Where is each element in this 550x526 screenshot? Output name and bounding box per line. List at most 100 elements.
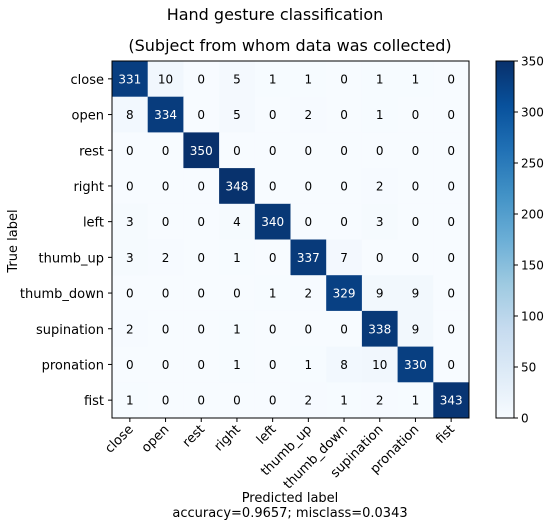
colorbar-tick-label: 200 <box>521 208 544 222</box>
heatmap-cell <box>326 346 363 383</box>
heatmap-cell-labels: 331 10 0 5 1 1 0 1 1 08 334 0 5 0 2 0 1 0 00 0 350 0 0 0 0 0 0 00 0 0… <box>118 72 462 407</box>
heatmap-cell <box>290 310 327 348</box>
heatmap-cell <box>361 168 399 205</box>
heatmap-cell <box>433 310 470 348</box>
cell-value-label: 0 <box>162 144 170 158</box>
heatmap-cell <box>433 203 470 240</box>
cell-value-label: 2 <box>305 287 313 301</box>
y-tick-label: left <box>83 216 104 231</box>
cell-value-label: 1 <box>269 72 277 86</box>
heatmap-cell <box>433 168 470 205</box>
cell-value-label: 0 <box>447 108 455 122</box>
cell-value-label: 2 <box>376 394 384 408</box>
y-tick-label: pronation <box>42 358 104 373</box>
heatmap-cell <box>219 382 256 419</box>
cell-value-label: 0 <box>197 108 205 122</box>
cell-value-label: 0 <box>197 215 205 229</box>
heatmap-cell <box>433 96 470 133</box>
cell-value-label: 1 <box>305 72 313 86</box>
x-tick-label: open <box>139 422 173 456</box>
colorbar-tick-label: 100 <box>521 310 544 324</box>
cell-value-label: 338 <box>368 322 391 336</box>
heatmap-cell <box>254 239 291 276</box>
heatmap-cell <box>254 275 291 312</box>
cell-value-label: 0 <box>162 394 170 408</box>
cell-value-label: 0 <box>197 179 205 193</box>
heatmap-cell <box>112 310 149 348</box>
cell-value-label: 0 <box>305 322 313 336</box>
heatmap-cell <box>397 382 434 419</box>
heatmap-cell <box>254 203 291 240</box>
colorbar-tick-label: 350 <box>521 55 544 69</box>
cell-value-label: 2 <box>305 394 313 408</box>
heatmap-cell <box>147 203 184 240</box>
heatmap-cell <box>183 310 220 348</box>
cell-value-label: 0 <box>376 144 384 158</box>
accuracy-note: accuracy=0.9657; misclass=0.0343 <box>172 506 407 521</box>
heatmap-cell <box>219 239 256 276</box>
cell-value-label: 0 <box>197 287 205 301</box>
cell-value-label: 0 <box>162 215 170 229</box>
cell-value-label: 1 <box>412 72 420 86</box>
cell-value-label: 0 <box>412 251 420 265</box>
cell-value-label: 0 <box>447 144 455 158</box>
cell-value-label: 0 <box>197 358 205 372</box>
cell-value-label: 9 <box>412 287 420 301</box>
heatmap-cell <box>112 168 149 205</box>
cell-value-label: 348 <box>225 179 248 193</box>
cell-value-label: 0 <box>269 144 277 158</box>
cell-value-label: 1 <box>269 287 277 301</box>
heatmap-cell <box>147 96 184 133</box>
cell-value-label: 0 <box>269 358 277 372</box>
cell-value-label: 0 <box>412 215 420 229</box>
cell-value-label: 1 <box>412 394 420 408</box>
heatmap-cell <box>397 132 434 169</box>
x-tick-label: close <box>102 422 136 456</box>
colorbar <box>495 60 515 419</box>
heatmap-cell <box>397 239 434 276</box>
x-tick-label: left <box>254 422 280 448</box>
heatmap-cell <box>361 96 399 133</box>
colorbar-tick-label: 300 <box>521 106 544 120</box>
cell-value-label: 331 <box>118 72 141 86</box>
heatmap-cell <box>219 132 256 169</box>
cell-value-label: 0 <box>305 144 313 158</box>
cell-value-label: 0 <box>447 358 455 372</box>
heatmap-cell <box>112 132 149 169</box>
cell-value-label: 0 <box>126 144 134 158</box>
cell-value-label: 8 <box>126 108 134 122</box>
cell-value-label: 0 <box>340 179 348 193</box>
heatmap-cell <box>397 96 434 133</box>
x-axis-label: Predicted label <box>242 491 339 506</box>
cell-value-label: 0 <box>305 215 313 229</box>
heatmap-cell <box>183 239 220 276</box>
cell-value-label: 0 <box>269 322 277 336</box>
heatmap-cell <box>433 239 470 276</box>
y-tick-label: rest <box>79 144 104 159</box>
heatmap-cell <box>112 203 149 240</box>
heatmap-cell <box>254 132 291 169</box>
heatmap-cell <box>290 96 327 133</box>
colorbar-ticks: 0 50 100 150 200 250 300 350 <box>514 55 544 426</box>
cell-value-label: 0 <box>412 179 420 193</box>
cell-value-label: 1 <box>305 358 313 372</box>
heatmap-cell <box>397 61 434 98</box>
heatmap-cell <box>147 239 184 276</box>
cell-value-label: 0 <box>233 144 241 158</box>
heatmap-cell <box>219 61 256 98</box>
cell-value-label: 1 <box>376 72 384 86</box>
heatmap-cell <box>290 168 327 205</box>
cell-value-label: 0 <box>269 179 277 193</box>
heatmap-cells <box>112 61 470 419</box>
heatmap-cell <box>112 275 149 312</box>
cell-value-label: 0 <box>340 108 348 122</box>
cell-value-label: 0 <box>269 394 277 408</box>
cell-value-label: 10 <box>372 358 387 372</box>
cell-value-label: 0 <box>447 251 455 265</box>
heatmap-cell <box>361 203 399 240</box>
cell-value-label: 0 <box>162 322 170 336</box>
heatmap-cell <box>397 168 434 205</box>
cell-value-label: 1 <box>233 358 241 372</box>
heatmap-cell <box>397 203 434 240</box>
heatmap-cell <box>183 132 220 169</box>
